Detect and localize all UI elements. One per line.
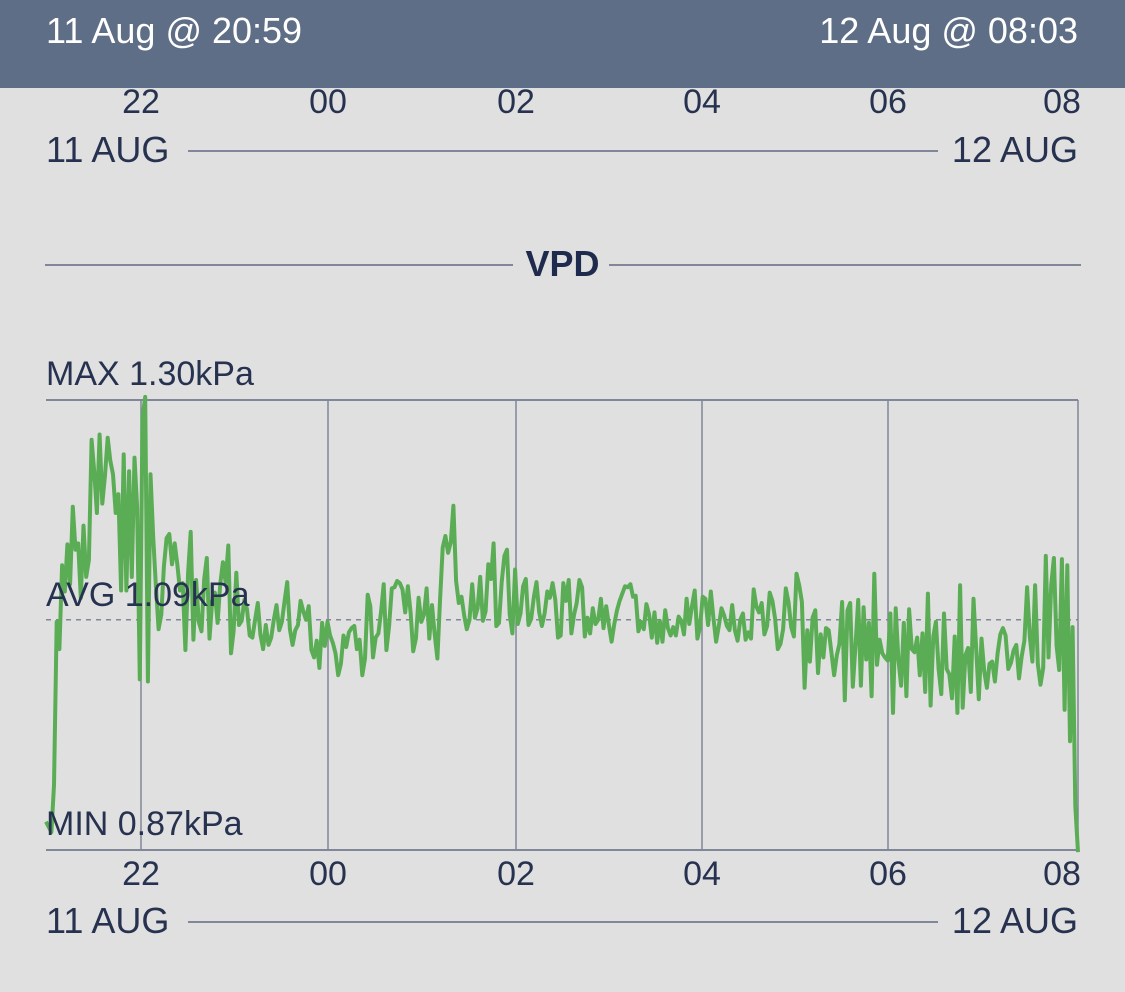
top-tick-22: 22 xyxy=(122,83,160,121)
top-start-date: 11 AUG xyxy=(46,129,170,170)
bottom-end-date: 12 AUG xyxy=(951,900,1078,941)
top-tick-04: 04 xyxy=(683,83,721,121)
bottom-date-rule xyxy=(188,921,938,923)
range-end-label: 12 Aug @ 08:03 xyxy=(819,10,1078,51)
bottom-tick-22: 22 xyxy=(122,855,160,893)
bottom-tick-02: 02 xyxy=(497,855,535,893)
top-tick-00: 00 xyxy=(309,83,347,121)
bottom-tick-06: 06 xyxy=(869,855,907,893)
bottom-tick-00: 00 xyxy=(309,855,347,893)
bottom-tick-04: 04 xyxy=(683,855,721,893)
section-title: VPD xyxy=(525,243,600,284)
vpd-series-line xyxy=(44,394,1080,853)
min-label: MIN 0.87kPa xyxy=(46,805,243,843)
title-rule-left xyxy=(45,264,513,266)
avg-label: AVG 1.09kPa xyxy=(46,576,250,614)
top-tick-08: 08 xyxy=(1043,83,1081,121)
top-tick-06: 06 xyxy=(869,83,907,121)
top-end-date: 12 AUG xyxy=(951,129,1078,170)
max-label: MAX 1.30kPa xyxy=(46,355,254,393)
range-start-label: 11 Aug @ 20:59 xyxy=(46,10,303,51)
top-tick-02: 02 xyxy=(497,83,535,121)
bottom-start-date: 11 AUG xyxy=(46,900,170,941)
bottom-tick-08: 08 xyxy=(1043,855,1081,893)
top-date-rule xyxy=(188,150,938,152)
date-range-header: 11 Aug @ 20:59 12 Aug @ 08:03 xyxy=(0,0,1125,88)
title-rule-right xyxy=(609,264,1081,266)
